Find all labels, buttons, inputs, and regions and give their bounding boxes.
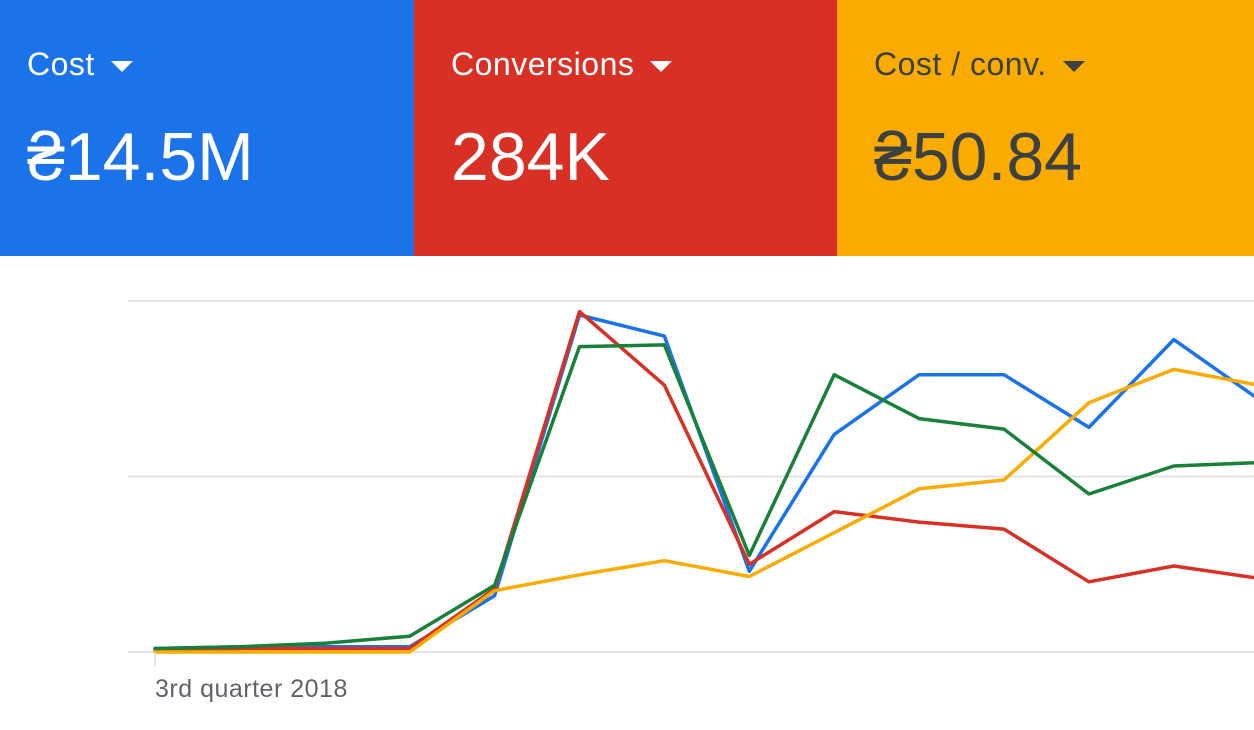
chart-grid xyxy=(128,300,1254,653)
x-tick-label: 3rd quarter 2018 xyxy=(155,675,348,703)
scorecard-cost-per-conversion[interactable]: Cost / conv. ₴50.84 xyxy=(837,0,1254,256)
scorecard-cost[interactable]: Cost ₴14.5M xyxy=(0,0,414,256)
series-line-2[interactable] xyxy=(153,367,1254,654)
scorecard-conversions[interactable]: Conversions 284K xyxy=(414,0,837,256)
series-line-0[interactable] xyxy=(153,313,1254,651)
cost-per-conv-value: ₴50.84 xyxy=(874,119,1082,195)
conversions-metric-selector[interactable]: Conversions xyxy=(451,46,673,83)
performance-line-chart: 3rd quarter 2018 xyxy=(128,300,1254,703)
conversions-label: Conversions xyxy=(451,46,635,82)
scorecards: Cost ₴14.5M Conversions 284K Cost / conv… xyxy=(0,0,1254,256)
cost-per-conv-metric-selector[interactable]: Cost / conv. xyxy=(874,46,1085,83)
chart-series xyxy=(153,309,1254,654)
cost-metric-selector[interactable]: Cost xyxy=(27,46,133,83)
cost-per-conv-label: Cost / conv. xyxy=(874,46,1047,82)
caret-down-icon xyxy=(1062,61,1085,72)
series-line-1[interactable] xyxy=(153,309,1254,652)
x-axis-ticks: 3rd quarter 2018 xyxy=(154,652,348,703)
caret-down-icon xyxy=(650,61,673,72)
caret-down-icon xyxy=(110,61,133,72)
cost-label: Cost xyxy=(27,46,95,82)
cost-value: ₴14.5M xyxy=(27,119,254,195)
conversions-value: 284K xyxy=(451,119,610,195)
series-line-3[interactable] xyxy=(153,343,1254,651)
